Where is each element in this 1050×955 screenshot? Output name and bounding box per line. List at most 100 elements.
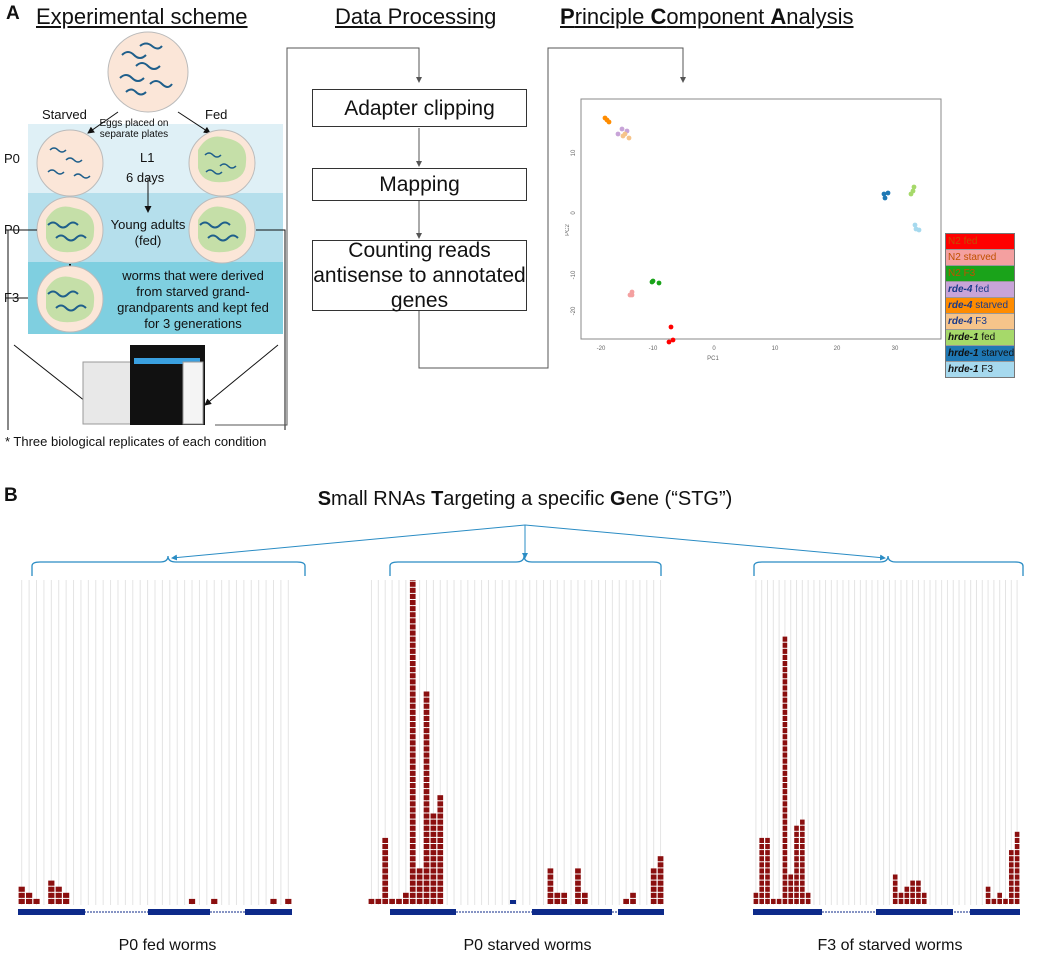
read-count-square bbox=[800, 880, 805, 886]
read-count-square bbox=[409, 691, 416, 697]
read-count-square bbox=[48, 880, 55, 886]
read-count-square bbox=[759, 850, 765, 856]
read-count-square bbox=[409, 728, 416, 734]
read-count-square bbox=[794, 880, 799, 886]
read-count-square bbox=[800, 892, 805, 898]
read-count-square bbox=[800, 831, 805, 837]
exon-block bbox=[876, 909, 953, 915]
read-count-square bbox=[403, 898, 409, 904]
read-count-square bbox=[782, 685, 788, 691]
read-count-square bbox=[765, 837, 770, 843]
read-count-square bbox=[409, 856, 416, 862]
pca-point bbox=[626, 135, 632, 141]
read-count-square bbox=[800, 819, 805, 825]
read-count-square bbox=[657, 886, 664, 892]
replicates-note: * Three biological replicates of each co… bbox=[5, 434, 267, 449]
read-count-square bbox=[794, 892, 799, 898]
read-count-square bbox=[430, 856, 437, 862]
read-count-square bbox=[892, 880, 898, 886]
heading-pca: Principle Component Analysis bbox=[560, 4, 854, 29]
generation-label-p0-first: P0 bbox=[4, 151, 20, 166]
read-count-square bbox=[782, 734, 788, 740]
starved-plate-icon bbox=[36, 129, 104, 197]
read-count-square bbox=[782, 709, 788, 715]
read-count-square bbox=[916, 880, 921, 886]
read-count-square bbox=[382, 868, 389, 874]
read-count-square bbox=[409, 776, 416, 782]
read-count-square bbox=[423, 728, 430, 734]
read-count-square bbox=[782, 795, 788, 801]
egg-plate-icon bbox=[107, 31, 189, 113]
legend-item: N2 F3 bbox=[946, 265, 1014, 281]
read-count-square bbox=[782, 844, 788, 850]
read-count-square bbox=[409, 764, 416, 770]
read-count-square bbox=[409, 746, 416, 752]
read-count-square bbox=[1014, 898, 1020, 904]
read-count-square bbox=[409, 600, 416, 606]
read-count-square bbox=[782, 654, 788, 660]
read-count-square bbox=[48, 886, 55, 892]
read-count-square bbox=[782, 801, 788, 807]
read-count-square bbox=[776, 898, 782, 904]
read-count-square bbox=[416, 874, 423, 880]
read-count-square bbox=[765, 856, 770, 862]
read-count-square bbox=[921, 898, 927, 904]
read-count-square bbox=[800, 825, 805, 831]
read-count-square bbox=[63, 898, 70, 904]
read-count-square bbox=[985, 898, 991, 904]
read-count-square bbox=[782, 892, 788, 898]
read-count-square bbox=[1008, 886, 1014, 892]
read-count-square bbox=[1014, 892, 1020, 898]
legend-item: hrde-1 starved bbox=[946, 345, 1014, 361]
read-count-square bbox=[1014, 868, 1020, 874]
read-count-square bbox=[437, 795, 444, 801]
pca-y-tick: -10 bbox=[571, 270, 577, 279]
read-count-square bbox=[916, 892, 921, 898]
track-label-f3-starved: F3 of starved worms bbox=[817, 937, 963, 954]
track-label-p0-fed: P0 fed worms bbox=[118, 937, 217, 954]
read-count-square bbox=[437, 862, 444, 868]
read-count-square bbox=[765, 886, 770, 892]
read-count-square bbox=[759, 856, 765, 862]
read-count-square bbox=[1008, 850, 1014, 856]
read-count-square bbox=[782, 703, 788, 709]
read-count-square bbox=[782, 679, 788, 685]
read-count-square bbox=[782, 825, 788, 831]
read-count-square bbox=[26, 892, 33, 898]
read-count-square bbox=[437, 819, 444, 825]
read-count-square bbox=[409, 795, 416, 801]
f3-description: worms that were derived from starved gra… bbox=[117, 268, 269, 331]
pca-x-tick: -10 bbox=[649, 346, 658, 352]
read-count-square bbox=[1008, 898, 1014, 904]
read-count-square bbox=[916, 898, 921, 904]
read-count-square bbox=[904, 886, 910, 892]
pca-x-tick: 30 bbox=[892, 346, 899, 352]
sense-read-mark bbox=[510, 900, 516, 904]
read-count-square bbox=[409, 593, 416, 599]
read-count-square bbox=[782, 728, 788, 734]
young-adult-plate-right-icon bbox=[188, 196, 256, 264]
read-count-square bbox=[753, 898, 759, 904]
read-count-square bbox=[765, 874, 770, 880]
read-count-square bbox=[430, 837, 437, 843]
flow-connectors bbox=[215, 47, 686, 426]
read-count-square bbox=[409, 661, 416, 667]
read-count-square bbox=[782, 770, 788, 776]
read-count-square bbox=[437, 898, 444, 904]
read-count-square bbox=[437, 825, 444, 831]
read-count-square bbox=[575, 898, 581, 904]
heading-data-processing: Data Processing bbox=[335, 4, 497, 29]
read-count-square bbox=[430, 898, 437, 904]
read-count-square bbox=[759, 868, 765, 874]
read-count-square bbox=[1014, 844, 1020, 850]
read-count-square bbox=[782, 837, 788, 843]
read-count-square bbox=[437, 813, 444, 819]
read-count-square bbox=[904, 898, 910, 904]
read-count-square bbox=[409, 862, 416, 868]
read-count-square bbox=[409, 606, 416, 612]
read-count-square bbox=[910, 886, 915, 892]
read-count-square bbox=[765, 844, 770, 850]
read-count-square bbox=[623, 898, 629, 904]
read-count-square bbox=[423, 709, 430, 715]
read-count-square bbox=[1008, 856, 1014, 862]
